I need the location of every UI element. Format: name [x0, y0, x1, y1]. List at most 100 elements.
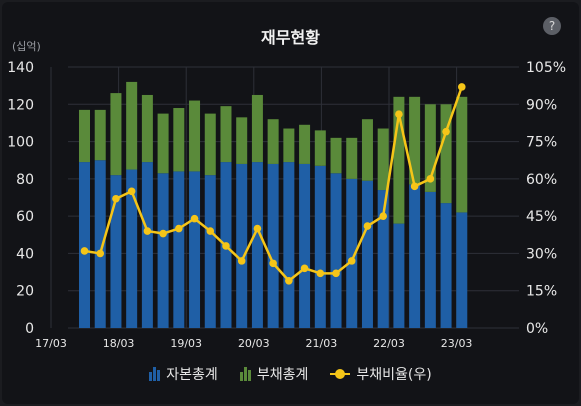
debt-ratio-point	[80, 247, 89, 255]
x-tick-label: 21/03	[306, 337, 338, 350]
liabilities-bar	[251, 94, 263, 163]
chart-title: 재무현황	[261, 28, 320, 47]
debt-ratio-point	[426, 175, 435, 183]
liabilities-bar	[267, 119, 279, 164]
y-left-tick-label: 40	[16, 246, 34, 262]
y-right-tick-label: 105%	[526, 60, 566, 76]
y-right-tick-label: 30%	[526, 246, 557, 262]
liabilities-bar	[299, 124, 311, 164]
equity-bar	[126, 169, 138, 328]
debt-ratio-point	[190, 214, 199, 223]
debt-ratio-point	[253, 224, 262, 233]
x-tick-label: 22/03	[373, 337, 405, 350]
x-tick-label: 17/03	[35, 337, 67, 350]
legend-label-liabilities: 부채총계	[256, 367, 309, 383]
equity-bar	[94, 160, 106, 328]
equity-bar	[157, 173, 169, 328]
equity-bar	[283, 162, 295, 328]
debt-ratio-point	[222, 242, 230, 250]
debt-ratio-point	[395, 110, 403, 119]
equity-bar	[141, 162, 153, 328]
y-right-tick-label: 90%	[526, 97, 557, 113]
liabilities-bar	[409, 96, 421, 185]
y-right-tick-label: 75%	[526, 135, 557, 151]
equity-bar	[251, 162, 263, 328]
debt-ratio-point	[379, 212, 387, 220]
liabilities-bar	[330, 137, 342, 174]
bar-chart-icon	[239, 367, 251, 381]
y-left-tick-label: 60	[16, 209, 34, 225]
y-left-tick-label: 80	[16, 172, 34, 188]
debt-ratio-point	[442, 127, 450, 136]
liabilities-bar	[440, 104, 452, 204]
liabilities-bar	[346, 137, 358, 179]
left-axis-unit: (십억)	[12, 40, 41, 53]
equity-bar	[456, 212, 468, 328]
liabilities-bar	[220, 106, 232, 163]
liabilities-bar	[157, 113, 169, 174]
equity-bar	[361, 180, 373, 328]
liabilities-bar	[141, 94, 153, 163]
debt-ratio-point	[127, 187, 136, 196]
debt-ratio-point	[237, 257, 246, 265]
x-tick-label: 23/03	[441, 337, 473, 350]
line-marker-icon	[330, 367, 351, 381]
y-left-tick-label: 140	[7, 60, 34, 76]
liabilities-bar	[79, 109, 90, 163]
chart-legend: 자본총계 부채총계 부채비율(우)	[0, 364, 581, 384]
equity-bar	[79, 162, 90, 328]
equity-bar	[409, 184, 421, 328]
equity-bar	[299, 163, 311, 328]
help-icon[interactable]: ?	[543, 17, 561, 35]
y-left-tick-label: 120	[7, 97, 34, 113]
equity-bar	[346, 178, 358, 328]
y-right-tick-label: 60%	[526, 172, 557, 188]
liabilities-bar	[314, 130, 326, 166]
legend-item-debt-ratio[interactable]: 부채비율(우)	[330, 364, 432, 384]
equity-bar	[173, 171, 185, 328]
liabilities-bar	[204, 113, 216, 176]
debt-ratio-point	[269, 259, 277, 268]
equity-bar	[330, 173, 342, 328]
liabilities-bar	[456, 96, 468, 213]
liabilities-bar	[283, 128, 295, 163]
equity-bar	[267, 163, 279, 328]
y-left-tick-label: 20	[16, 284, 34, 300]
liabilities-bar	[361, 119, 373, 181]
debt-ratio-point	[347, 257, 356, 265]
debt-ratio-point	[285, 276, 293, 285]
x-tick-label: 19/03	[170, 337, 202, 350]
debt-ratio-point	[112, 194, 120, 203]
equity-bar	[377, 190, 389, 328]
equity-bar	[236, 163, 248, 328]
equity-bar	[314, 165, 326, 328]
liabilities-bar	[173, 108, 185, 172]
liabilities-bar	[377, 128, 389, 191]
legend-label-debt-ratio: 부채비율(우)	[356, 367, 432, 383]
legend-item-liabilities[interactable]: 부채총계	[239, 364, 309, 384]
y-left-tick-label: 100	[7, 135, 34, 151]
debt-ratio-point	[363, 222, 372, 230]
debt-ratio-point	[143, 227, 152, 235]
debt-ratio-point	[96, 249, 105, 258]
y-right-tick-label: 0%	[526, 321, 548, 337]
equity-bar	[440, 203, 452, 328]
y-right-tick-label: 15%	[526, 284, 557, 300]
debt-ratio-point	[410, 182, 419, 191]
liabilities-bar	[94, 109, 106, 161]
liabilities-bar	[126, 81, 138, 170]
legend-item-equity[interactable]: 자본총계	[149, 364, 218, 384]
y-left-tick-label: 0	[25, 321, 34, 337]
debt-ratio-point	[457, 83, 466, 91]
debt-ratio-point	[332, 269, 340, 278]
bar-chart-icon	[149, 367, 161, 381]
debt-ratio-point	[316, 269, 325, 278]
equity-bar	[204, 175, 216, 328]
liabilities-bar	[110, 93, 122, 176]
equity-bar	[424, 191, 436, 328]
liabilities-bar	[393, 96, 405, 224]
debt-ratio-point	[159, 229, 167, 238]
liabilities-bar	[236, 117, 248, 164]
legend-label-equity: 자본총계	[166, 367, 218, 383]
